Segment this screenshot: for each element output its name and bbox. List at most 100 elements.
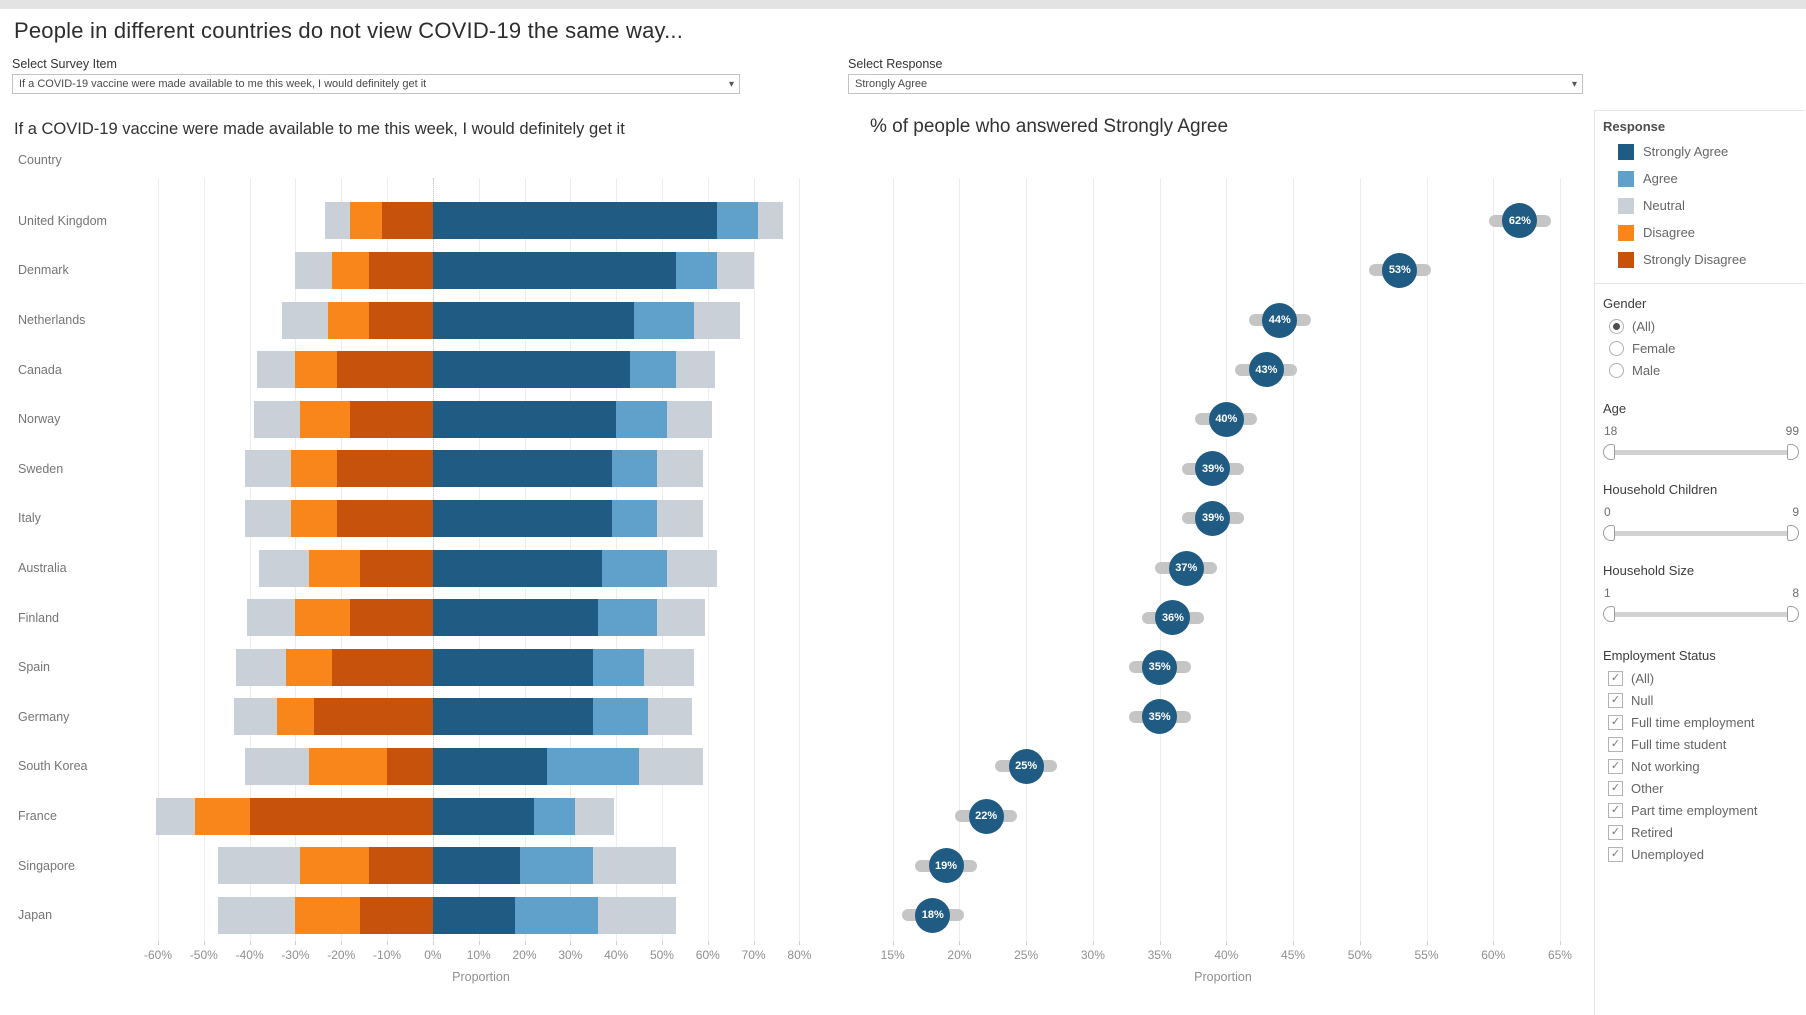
slider-handle-left[interactable] bbox=[1603, 444, 1615, 460]
bar-segment-strongly-disagree[interactable] bbox=[332, 648, 433, 686]
legend-item[interactable]: Agree bbox=[1603, 165, 1805, 192]
bar-segment-neutral[interactable] bbox=[217, 847, 300, 885]
bar-segment-agree[interactable] bbox=[611, 499, 658, 537]
bar-segment-neutral[interactable] bbox=[694, 301, 740, 339]
bar-segment-strongly-agree[interactable] bbox=[432, 747, 548, 785]
checkbox-option-full-time-employment[interactable]: ✓ Full time employment bbox=[1603, 711, 1805, 733]
bar-segment-neutral[interactable] bbox=[716, 251, 754, 289]
checkbox-icon[interactable]: ✓ bbox=[1608, 692, 1623, 708]
checkbox-icon[interactable]: ✓ bbox=[1608, 758, 1623, 774]
checkbox-icon[interactable]: ✓ bbox=[1608, 714, 1623, 730]
bar-segment-agree[interactable] bbox=[547, 747, 640, 785]
radio-icon[interactable] bbox=[1609, 318, 1624, 334]
checkbox-option-all[interactable]: ✓ (All) bbox=[1603, 667, 1805, 689]
bar-segment-strongly-disagree[interactable] bbox=[359, 549, 433, 587]
bar-segment-agree[interactable] bbox=[515, 896, 598, 934]
legend-item[interactable]: Strongly Disagree bbox=[1603, 246, 1805, 273]
radio-option-female[interactable]: Female bbox=[1603, 337, 1805, 359]
checkbox-icon[interactable]: ✓ bbox=[1608, 780, 1623, 796]
bar-segment-strongly-agree[interactable] bbox=[432, 648, 594, 686]
bar-segment-agree[interactable] bbox=[597, 599, 658, 637]
dot-mark[interactable]: 62% bbox=[1502, 203, 1538, 239]
bar-segment-strongly-disagree[interactable] bbox=[336, 351, 433, 389]
bar-segment-agree[interactable] bbox=[602, 549, 667, 587]
dot-mark[interactable]: 43% bbox=[1248, 352, 1284, 388]
slider-track[interactable] bbox=[1605, 450, 1797, 455]
bar-segment-strongly-agree[interactable] bbox=[432, 847, 520, 885]
bar-segment-strongly-agree[interactable] bbox=[432, 202, 717, 240]
radio-icon[interactable] bbox=[1609, 362, 1624, 378]
bar-segment-strongly-agree[interactable] bbox=[432, 599, 598, 637]
bar-segment-neutral[interactable] bbox=[245, 499, 291, 537]
bar-segment-neutral[interactable] bbox=[245, 747, 310, 785]
bar-segment-disagree[interactable] bbox=[295, 599, 351, 637]
bar-segment-strongly-agree[interactable] bbox=[432, 450, 612, 488]
bar-segment-strongly-agree[interactable] bbox=[432, 549, 603, 587]
bar-segment-disagree[interactable] bbox=[309, 549, 360, 587]
bar-segment-neutral[interactable] bbox=[657, 499, 704, 537]
radio-option-all[interactable]: (All) bbox=[1603, 315, 1805, 337]
bar-segment-neutral[interactable] bbox=[217, 896, 296, 934]
bar-segment-agree[interactable] bbox=[593, 698, 649, 736]
bar-segment-strongly-disagree[interactable] bbox=[350, 599, 433, 637]
dot-mark[interactable]: 53% bbox=[1382, 252, 1418, 288]
bar-segment-disagree[interactable] bbox=[332, 251, 369, 289]
bar-segment-neutral[interactable] bbox=[657, 450, 704, 488]
bar-segment-strongly-agree[interactable] bbox=[432, 499, 612, 537]
legend-item[interactable]: Neutral bbox=[1603, 192, 1805, 219]
bar-segment-strongly-disagree[interactable] bbox=[313, 698, 433, 736]
bar-segment-neutral[interactable] bbox=[258, 549, 310, 587]
bar-segment-disagree[interactable] bbox=[277, 698, 314, 736]
bar-segment-neutral[interactable] bbox=[247, 599, 296, 637]
checkbox-option-full-time-student[interactable]: ✓ Full time student bbox=[1603, 733, 1805, 755]
checkbox-icon[interactable]: ✓ bbox=[1608, 802, 1623, 818]
bar-segment-strongly-disagree[interactable] bbox=[368, 847, 433, 885]
bar-segment-agree[interactable] bbox=[533, 797, 575, 835]
bar-segment-neutral[interactable] bbox=[233, 698, 278, 736]
bar-segment-strongly-disagree[interactable] bbox=[368, 301, 433, 339]
bar-segment-strongly-agree[interactable] bbox=[432, 400, 617, 438]
bar-segment-disagree[interactable] bbox=[286, 648, 333, 686]
slider-track[interactable] bbox=[1605, 612, 1797, 617]
radio-option-male[interactable]: Male bbox=[1603, 359, 1805, 381]
bar-segment-strongly-disagree[interactable] bbox=[336, 499, 433, 537]
bar-segment-neutral[interactable] bbox=[758, 202, 784, 240]
checkbox-option-other[interactable]: ✓ Other bbox=[1603, 777, 1805, 799]
bar-segment-neutral[interactable] bbox=[675, 351, 715, 389]
bar-segment-disagree[interactable] bbox=[290, 450, 337, 488]
bar-segment-disagree[interactable] bbox=[350, 202, 383, 240]
bar-segment-agree[interactable] bbox=[616, 400, 667, 438]
dot-mark[interactable]: 35% bbox=[1142, 699, 1178, 735]
dot-mark[interactable]: 37% bbox=[1168, 550, 1204, 586]
dot-mark[interactable]: 39% bbox=[1195, 451, 1231, 487]
bar-segment-neutral[interactable] bbox=[295, 251, 333, 289]
bar-segment-neutral[interactable] bbox=[325, 202, 351, 240]
bar-segment-strongly-disagree[interactable] bbox=[382, 202, 433, 240]
bar-segment-agree[interactable] bbox=[675, 251, 717, 289]
checkbox-option-not-working[interactable]: ✓ Not working bbox=[1603, 755, 1805, 777]
bar-segment-disagree[interactable] bbox=[300, 847, 369, 885]
legend-item[interactable]: Strongly Agree bbox=[1603, 138, 1805, 165]
bar-segment-neutral[interactable] bbox=[643, 648, 695, 686]
bar-segment-neutral[interactable] bbox=[657, 599, 706, 637]
checkbox-icon[interactable]: ✓ bbox=[1608, 824, 1623, 840]
slider-handle-right[interactable] bbox=[1787, 525, 1799, 541]
bar-segment-agree[interactable] bbox=[519, 847, 594, 885]
bar-segment-neutral[interactable] bbox=[254, 400, 301, 438]
bar-segment-strongly-agree[interactable] bbox=[432, 301, 635, 339]
bar-segment-neutral[interactable] bbox=[574, 797, 614, 835]
dot-mark[interactable]: 18% bbox=[915, 897, 951, 933]
response-select[interactable]: Strongly Agree ▾ bbox=[848, 74, 1583, 94]
dot-mark[interactable]: 19% bbox=[928, 848, 964, 884]
bar-segment-strongly-disagree[interactable] bbox=[350, 400, 433, 438]
bar-segment-agree[interactable] bbox=[593, 648, 644, 686]
bar-segment-neutral[interactable] bbox=[666, 549, 717, 587]
dot-mark[interactable]: 22% bbox=[968, 798, 1004, 834]
bar-segment-neutral[interactable] bbox=[639, 747, 704, 785]
bar-segment-neutral[interactable] bbox=[597, 896, 676, 934]
bar-segment-strongly-agree[interactable] bbox=[432, 351, 630, 389]
checkbox-icon[interactable]: ✓ bbox=[1608, 670, 1623, 686]
dot-mark[interactable]: 44% bbox=[1262, 302, 1298, 338]
bar-segment-neutral[interactable] bbox=[155, 797, 195, 835]
dot-mark[interactable]: 36% bbox=[1155, 600, 1191, 636]
